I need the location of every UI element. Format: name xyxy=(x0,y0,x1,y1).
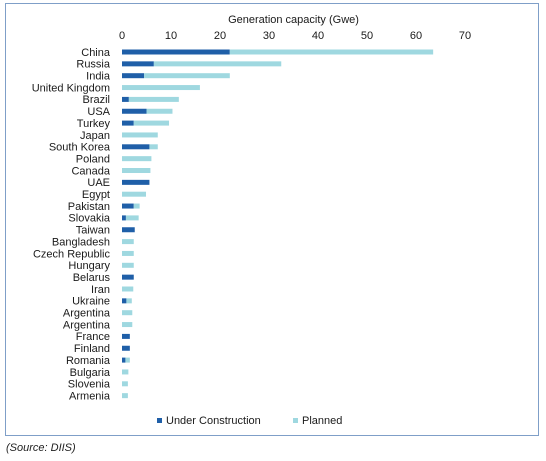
category-label-france: France xyxy=(76,331,110,343)
category-label-bangladesh: Bangladesh xyxy=(52,236,110,248)
category-label-canada: Canada xyxy=(71,165,110,177)
x-tick-label-0: 0 xyxy=(119,30,125,42)
x-tick-label-50: 50 xyxy=(361,30,373,42)
bar-planned-bangladesh xyxy=(122,239,134,245)
bar-planned-iran xyxy=(122,286,134,292)
category-label-south-korea: South Korea xyxy=(49,142,111,154)
bar-planned-romania xyxy=(125,357,130,363)
bar-under-construction-finland xyxy=(122,345,130,351)
bar-under-construction-south-korea xyxy=(122,144,150,150)
bar-planned-turkey xyxy=(133,120,170,126)
source-caption: (Source: DIIS) xyxy=(6,442,76,454)
category-label-iran: Iran xyxy=(91,284,110,296)
bar-series xyxy=(122,49,434,399)
bar-planned-canada xyxy=(122,168,151,173)
category-label-turkey: Turkey xyxy=(77,118,111,130)
category-label-poland: Poland xyxy=(76,153,110,165)
bar-planned-south-korea xyxy=(149,144,158,150)
category-label-belarus: Belarus xyxy=(73,272,111,284)
category-label-taiwan: Taiwan xyxy=(76,225,110,237)
bar-under-construction-russia xyxy=(122,61,154,67)
legend: Under Construction Planned xyxy=(157,415,342,427)
category-label-romania: Romania xyxy=(66,355,111,367)
category-label-slovakia: Slovakia xyxy=(68,213,110,225)
bar-under-construction-ukraine xyxy=(122,298,127,304)
legend-swatch-under-construction xyxy=(157,418,162,423)
x-axis-ticks: 0 10 20 30 40 50 60 70 xyxy=(119,30,471,42)
category-label-pakistan: Pakistan xyxy=(68,201,110,213)
category-label-bulgaria: Bulgaria xyxy=(70,367,111,379)
bar-under-construction-uae xyxy=(122,179,150,185)
category-label-hungary: Hungary xyxy=(68,260,110,272)
category-label-brazil: Brazil xyxy=(82,94,110,106)
bar-under-construction-romania xyxy=(122,357,126,363)
bar-planned-argentina xyxy=(122,310,133,316)
bar-under-construction-brazil xyxy=(122,96,129,102)
bar-planned-slovakia xyxy=(125,215,139,221)
chart-frame: Generation capacity (Gwe) 0 10 20 30 40 50 60 7… xyxy=(5,3,539,436)
category-label-japan: Japan xyxy=(80,130,110,142)
bar-planned-japan xyxy=(122,132,158,138)
chart-canvas: Generation capacity (Gwe) 0 10 20 30 40 50 60 7… xyxy=(32,14,471,427)
bar-under-construction-belarus xyxy=(122,274,134,280)
bar-planned-egypt xyxy=(122,191,147,197)
bar-planned-united-kingdom xyxy=(122,85,200,91)
category-label-argentina: Argentina xyxy=(63,319,111,331)
bar-planned-hungary xyxy=(122,262,134,268)
bar-under-construction-slovakia xyxy=(122,215,126,221)
category-label-finland: Finland xyxy=(74,343,110,355)
x-tick-label-60: 60 xyxy=(410,30,422,42)
category-label-united-kingdom: United Kingdom xyxy=(32,82,110,94)
category-label-egypt: Egypt xyxy=(82,189,110,201)
bar-planned-poland xyxy=(122,156,152,162)
bar-planned-russia xyxy=(153,61,282,67)
bar-planned-china xyxy=(229,49,434,55)
bar-under-construction-turkey xyxy=(122,120,134,126)
bar-planned-argentina xyxy=(122,322,133,328)
bar-planned-czech-republic xyxy=(122,250,134,256)
bar-planned-slovenia xyxy=(122,381,128,387)
category-label-czech-republic: Czech Republic xyxy=(33,248,111,260)
legend-label-planned: Planned xyxy=(302,415,342,427)
x-tick-label-70: 70 xyxy=(459,30,471,42)
bar-planned-bulgaria xyxy=(122,369,129,375)
x-tick-label-10: 10 xyxy=(165,30,177,42)
bar-under-construction-usa xyxy=(122,108,147,114)
bar-under-construction-india xyxy=(122,73,145,79)
category-label-uae: UAE xyxy=(87,177,110,189)
category-label-usa: USA xyxy=(87,106,110,118)
x-axis-title: Generation capacity (Gwe) xyxy=(228,14,359,26)
x-tick-label-20: 20 xyxy=(214,30,226,42)
category-label-ukraine: Ukraine xyxy=(72,296,110,308)
bar-planned-pakistan xyxy=(133,203,140,209)
bar-planned-usa xyxy=(146,108,173,114)
category-label-russia: Russia xyxy=(76,59,111,71)
bar-under-construction-china xyxy=(122,49,230,55)
x-tick-label-40: 40 xyxy=(312,30,324,42)
category-label-india: India xyxy=(86,71,111,83)
bar-planned-india xyxy=(144,73,230,79)
legend-label-under-construction: Under Construction xyxy=(166,415,261,427)
x-tick-label-30: 30 xyxy=(263,30,275,42)
bar-under-construction-france xyxy=(122,333,130,339)
category-label-argentina: Argentina xyxy=(63,308,111,320)
category-label-armenia: Armenia xyxy=(69,390,111,402)
bar-under-construction-taiwan xyxy=(122,227,135,233)
bar-planned-ukraine xyxy=(126,298,132,304)
category-label-slovenia: Slovenia xyxy=(68,379,111,391)
bar-under-construction-pakistan xyxy=(122,203,134,209)
category-label-china: China xyxy=(81,47,111,59)
legend-swatch-planned xyxy=(293,418,298,423)
bar-planned-armenia xyxy=(122,393,128,399)
bar-planned-brazil xyxy=(128,96,179,102)
